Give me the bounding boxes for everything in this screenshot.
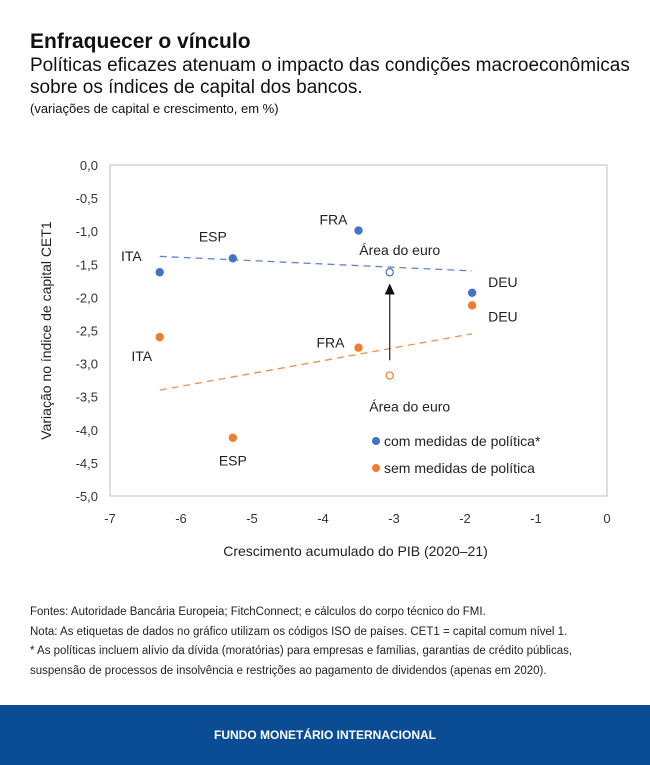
legend-label: sem medidas de política (384, 460, 535, 476)
data-label: FRA (317, 335, 346, 351)
plot-area (109, 164, 608, 497)
y-tick-label: -2,0 (76, 290, 98, 305)
data-point (155, 268, 164, 277)
x-tick-label: -2 (459, 511, 471, 526)
data-label: Área do euro (369, 399, 450, 415)
x-tick-label: -7 (104, 511, 116, 526)
footer-bar: FUNDO MONETÁRIO INTERNACIONAL (0, 705, 650, 765)
y-tick-label: 0,0 (80, 158, 98, 173)
data-label: FRA (320, 212, 349, 228)
trendline (159, 333, 473, 391)
data-point (228, 433, 238, 442)
chart-units: (variações de capital e crescimento, em … (30, 101, 279, 116)
data-point (354, 343, 363, 352)
y-axis-label: Variação no índice de capital CET1 (38, 221, 54, 440)
data-label: ESP (199, 228, 227, 244)
x-tick-label: -4 (317, 511, 329, 526)
y-tick-label: -1,5 (76, 257, 98, 272)
data-point (354, 226, 363, 235)
data-point (385, 371, 394, 380)
legend-marker (372, 464, 380, 472)
data-point (155, 332, 164, 342)
data-point (467, 288, 477, 297)
data-label: DEU (488, 274, 518, 290)
sources-note: Fontes: Autoridade Bancária Europeia; Fi… (30, 606, 486, 618)
data-label: ITA (121, 248, 142, 264)
x-tick-label: -1 (530, 511, 542, 526)
data-label: DEU (488, 308, 518, 324)
data-label: Área do euro (359, 242, 440, 258)
x-tick-label: -5 (246, 511, 258, 526)
y-tick-label: -3,5 (76, 390, 98, 405)
chart-title: Enfraquecer o vínculo (30, 30, 251, 53)
y-tick-label: -5,0 (76, 489, 98, 504)
data-point (385, 268, 394, 277)
trendline (159, 255, 473, 272)
y-tick-label: -4,0 (76, 423, 98, 438)
y-tick-label: -4,5 (76, 456, 98, 471)
data-point (228, 254, 238, 263)
legend-marker (372, 437, 380, 445)
y-tick-label: -0,5 (76, 191, 98, 206)
data-label: ITA (131, 348, 152, 364)
chart-subtitle: Políticas eficazes atenuam o impacto das… (30, 55, 630, 98)
arrow-head (384, 283, 395, 295)
y-tick-label: -3,0 (76, 357, 98, 372)
scatter-chart: 0,0 -0,5 -1,0 -1,5 -2,0 -2,5 -3,0 -3,5 -4,0 -4,5 -… (38, 158, 611, 559)
y-tick-label: -1,0 (76, 224, 98, 239)
y-tick-label: -2,5 (76, 324, 98, 339)
x-axis-label: Crescimento acumulado do PIB (2020–21) (223, 543, 488, 559)
x-tick-label: -6 (175, 511, 187, 526)
data-note: Nota: As etiquetas de dados no gráfico u… (30, 625, 568, 638)
x-tick-label: 0 (603, 511, 610, 526)
footer-org-name: FUNDO MONETÁRIO INTERNACIONAL (214, 728, 436, 742)
chart-notes: Fontes: Autoridade Bancária Europeia; Fi… (30, 603, 630, 681)
data-label: ESP (219, 453, 247, 469)
x-tick-label: -3 (388, 511, 400, 526)
footnote: * As políticas incluem alívio da dívida … (30, 645, 573, 677)
legend-label: com medidas de política* (384, 433, 541, 449)
data-point (467, 301, 477, 310)
